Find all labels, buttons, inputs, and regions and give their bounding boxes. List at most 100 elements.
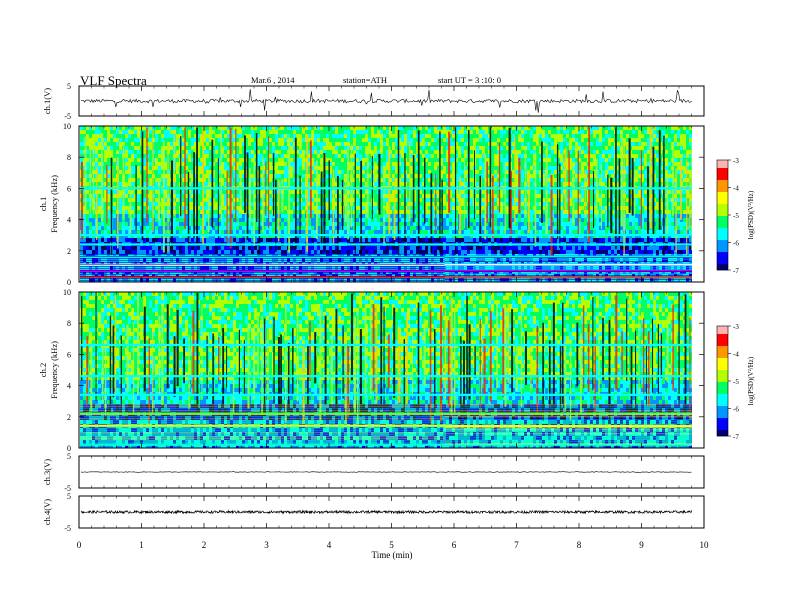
spectrogram-cell <box>182 218 185 222</box>
spectrogram-cell <box>122 138 125 142</box>
spectrogram-cell <box>245 226 248 230</box>
spectrogram-cell <box>380 250 383 254</box>
spectrogram-cell <box>83 238 86 242</box>
spectrogram-cell <box>326 182 329 186</box>
spectrogram-cell <box>254 146 257 150</box>
spectrogram-cell <box>398 198 401 202</box>
spectrogram-cell <box>440 134 443 138</box>
spectrogram-cell <box>440 174 443 178</box>
spectrogram-cell <box>137 178 140 182</box>
spectrogram-cell <box>392 134 395 138</box>
spectrogram-cell <box>251 246 254 250</box>
spectrogram-cell <box>314 190 317 194</box>
spectrogram-cell <box>449 246 452 250</box>
spectrogram-cell <box>212 238 215 242</box>
spectrogram-cell <box>194 222 197 226</box>
spectrogram-cell <box>209 218 212 222</box>
spectrogram-cell <box>251 182 254 186</box>
spectrogram-cell <box>353 202 356 206</box>
spectrogram-cell <box>104 202 107 206</box>
spectrogram-cell <box>413 170 416 174</box>
spectrogram-cell <box>401 162 404 166</box>
spectrogram-cell <box>281 134 284 138</box>
spectrogram-cell <box>311 210 314 214</box>
spectrogram-cell <box>410 214 413 218</box>
spectrogram-cell <box>416 230 419 234</box>
spectrogram-cell <box>398 194 401 198</box>
spectrogram-cell <box>317 150 320 154</box>
spectrogram-cell <box>221 162 224 166</box>
spectrogram-cell <box>422 174 425 178</box>
spectrogram-cell <box>191 146 194 150</box>
spectrogram-cell <box>176 166 179 170</box>
spectrogram-cell <box>83 226 86 230</box>
spectrogram-cell <box>380 142 383 146</box>
spectrogram-cell <box>350 142 353 146</box>
spectrogram-cell <box>446 194 449 198</box>
spectrogram-cell <box>377 214 380 218</box>
spectrogram-cell <box>446 266 449 270</box>
spectrogram-cell <box>296 206 299 210</box>
spectrogram-cell <box>242 166 245 170</box>
spectrogram-cell <box>431 202 434 206</box>
spectrogram-cell <box>206 250 209 254</box>
spectrogram-cell <box>389 214 392 218</box>
spectrogram-cell <box>170 134 173 138</box>
spectrogram-cell <box>188 170 191 174</box>
spectrogram-cell <box>113 238 116 242</box>
spectrogram-cell <box>326 238 329 242</box>
spectrogram-cell <box>113 202 116 206</box>
spectrogram-cell <box>236 198 239 202</box>
spectrogram-cell <box>452 274 455 278</box>
ch1-ytick-bottom: -5 <box>64 112 71 121</box>
spectrogram-cell <box>275 138 278 142</box>
spectrogram-cell <box>431 142 434 146</box>
spectrogram-cell <box>191 174 194 178</box>
spectrogram-cell <box>113 138 116 142</box>
spectrogram-cell <box>224 230 227 234</box>
spectrogram-cell <box>410 202 413 206</box>
spectrogram-cell <box>245 250 248 254</box>
spectrogram-cell <box>356 218 359 222</box>
spectrogram-cell <box>122 246 125 250</box>
spectrogram-cell <box>203 182 206 186</box>
spectrogram-cell <box>107 126 110 130</box>
spectrogram-cell <box>104 210 107 214</box>
spectrogram-cell <box>428 198 431 202</box>
spectrogram-cell <box>251 250 254 254</box>
spectrogram-cell <box>326 130 329 134</box>
spectrogram-cell <box>449 218 452 222</box>
spectrogram-cell <box>380 178 383 182</box>
spectrogram-cell <box>380 166 383 170</box>
spectrogram-cell <box>239 146 242 150</box>
spectrogram-cell <box>419 178 422 182</box>
spectrogram-cell <box>218 206 221 210</box>
spectrogram-cell <box>446 250 449 254</box>
spectrogram-cell <box>299 154 302 158</box>
spectrogram-cell <box>242 182 245 186</box>
spectrogram-cell <box>176 202 179 206</box>
spectrogram-cell <box>353 174 356 178</box>
spectrogram-cell <box>212 226 215 230</box>
spectrogram-cell <box>317 194 320 198</box>
spectrogram-cell <box>389 174 392 178</box>
spectrogram-cell <box>428 162 431 166</box>
spectrogram-cell <box>194 246 197 250</box>
spectrogram-cell <box>194 182 197 186</box>
spectrogram-cell <box>428 238 431 242</box>
spectrogram-cell <box>269 130 272 134</box>
spectrogram-cell <box>392 246 395 250</box>
spectrogram-cell <box>137 246 140 250</box>
spectrogram-cell <box>326 170 329 174</box>
spectrogram-cell <box>203 238 206 242</box>
spectrogram-cell <box>251 134 254 138</box>
spectrogram-cell <box>257 138 260 142</box>
spectrogram-cell <box>137 198 140 202</box>
spectrogram-cell <box>344 222 347 226</box>
spectrogram-cell <box>356 158 359 162</box>
spectrogram-cell <box>320 154 323 158</box>
spectrogram-cell <box>98 206 101 210</box>
spectrogram-cell <box>224 154 227 158</box>
spectrogram-cell <box>161 166 164 170</box>
spectrogram-cell <box>188 134 191 138</box>
